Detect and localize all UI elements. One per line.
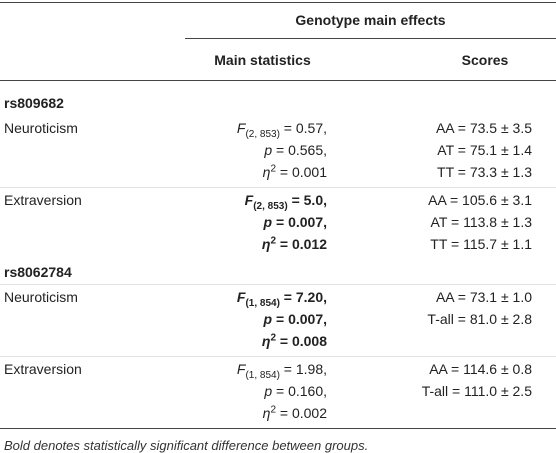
- stat-line: η2 = 0.001: [263, 161, 327, 183]
- row-rule: [0, 284, 556, 285]
- stat-superscript: 2: [270, 332, 276, 344]
- score-line: T-all = 111.0 ± 2.5: [421, 383, 532, 399]
- bottom-rule: [0, 428, 556, 429]
- stat-symbol: p: [264, 383, 273, 399]
- stat-value: = 0.012: [276, 236, 327, 252]
- stat-line: p = 0.565,: [264, 139, 327, 161]
- stat-value: = 0.008: [276, 333, 327, 349]
- stat-symbol: η: [262, 405, 271, 421]
- stat-superscript: 2: [270, 235, 276, 247]
- section-label: rs809682: [4, 95, 64, 111]
- stat-symbol: p: [264, 142, 273, 158]
- stat-line: η2 = 0.008: [262, 330, 327, 352]
- stat-subscript: (1, 854): [245, 369, 280, 381]
- row-rule: [0, 187, 556, 188]
- stat-symbol: η: [261, 333, 271, 349]
- stat-value: = 1.98,: [279, 361, 327, 377]
- stat-value: = 0.57,: [279, 120, 327, 136]
- stat-line: F(1, 854) = 7.20,: [237, 286, 327, 308]
- score-line: T-all = 81.0 ± 2.8: [427, 311, 532, 327]
- stat-line: η2 = 0.002: [263, 402, 327, 424]
- stat-symbol: η: [262, 164, 271, 180]
- stat-subscript: (1, 854): [245, 297, 280, 309]
- stat-line: η2 = 0.012: [262, 233, 327, 255]
- stat-symbol: F: [236, 361, 246, 377]
- score-line: AA = 114.6 ± 0.8: [429, 361, 532, 377]
- score-line: AT = 113.8 ± 1.3: [430, 214, 532, 230]
- stat-symbol: p: [263, 311, 273, 327]
- trait-label: Neuroticism: [4, 289, 78, 305]
- stat-value: = 0.002: [276, 405, 327, 421]
- column-header: Main statistics: [214, 52, 311, 68]
- stat-value: = 0.007,: [272, 311, 327, 327]
- top-rule: [0, 2, 556, 3]
- stat-symbol: F: [236, 289, 246, 305]
- row-rule: [0, 356, 556, 357]
- footnote: Bold denotes statistically significant d…: [4, 438, 369, 453]
- stat-value: = 5.0,: [287, 192, 327, 208]
- stat-value: = 0.565,: [272, 142, 327, 158]
- stat-value: = 0.001: [276, 164, 327, 180]
- score-line: AT = 75.1 ± 1.4: [437, 142, 532, 158]
- stat-value: = 0.007,: [272, 214, 327, 230]
- group-rule: [185, 38, 556, 39]
- group-header: Genotype main effects: [295, 12, 446, 28]
- score-line: AA = 105.6 ± 3.1: [428, 192, 532, 208]
- score-line: TT = 73.3 ± 1.3: [437, 164, 532, 180]
- column-header: Scores: [461, 52, 509, 68]
- stat-symbol: F: [244, 192, 254, 208]
- stat-line: p = 0.007,: [264, 308, 327, 330]
- trait-label: Extraversion: [4, 192, 82, 208]
- stat-superscript: 2: [270, 404, 276, 416]
- stat-line: F(2, 853) = 5.0,: [245, 189, 327, 211]
- stat-value: = 7.20,: [279, 289, 327, 305]
- header-rule: [0, 80, 556, 81]
- score-line: AA = 73.5 ± 3.5: [435, 120, 532, 136]
- stat-line: p = 0.007,: [264, 211, 327, 233]
- score-line: AA = 73.1 ± 1.0: [435, 289, 532, 305]
- section-label: rs8062784: [4, 264, 72, 280]
- score-line: TT = 115.7 ± 1.1: [430, 236, 532, 252]
- stat-subscript: (2, 853): [245, 128, 280, 140]
- stat-value: = 0.160,: [272, 383, 327, 399]
- stat-symbol: F: [236, 120, 246, 136]
- trait-label: Extraversion: [4, 361, 82, 377]
- stat-symbol: η: [261, 236, 271, 252]
- stat-symbol: p: [263, 214, 273, 230]
- stat-subscript: (2, 853): [253, 200, 288, 212]
- stat-line: F(1, 854) = 1.98,: [237, 358, 327, 380]
- stat-line: F(2, 853) = 0.57,: [237, 117, 327, 139]
- stat-line: p = 0.160,: [264, 380, 327, 402]
- trait-label: Neuroticism: [4, 120, 78, 136]
- stat-superscript: 2: [270, 163, 276, 175]
